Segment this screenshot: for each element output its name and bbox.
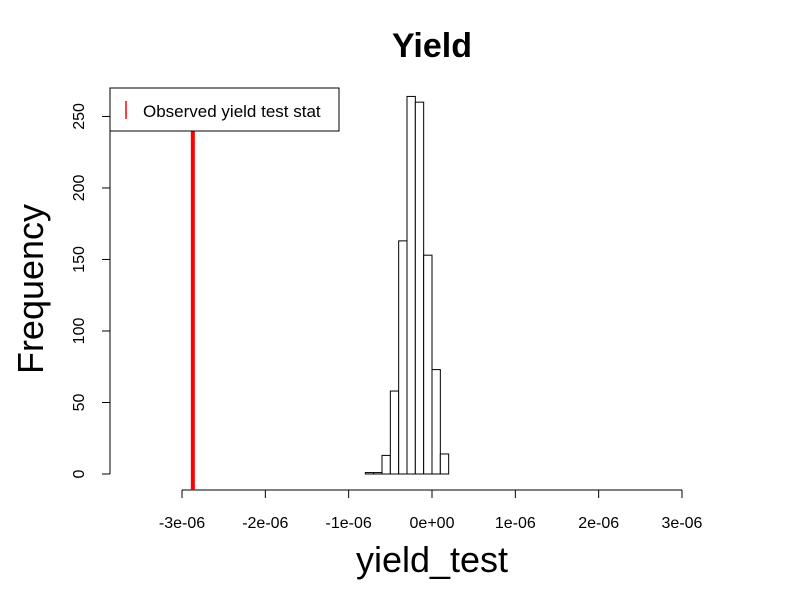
y-tick-label: 100 xyxy=(71,318,88,345)
y-tick-label: 0 xyxy=(71,469,88,478)
legend: Observed yield test stat xyxy=(109,87,340,132)
histogram-bar xyxy=(406,95,416,475)
x-tick-label: -3e-06 xyxy=(159,515,205,532)
histogram-bar xyxy=(439,453,450,475)
x-tick-label: -1e-06 xyxy=(326,515,372,532)
x-tick-label: -2e-06 xyxy=(242,515,288,532)
y-tick-label: 50 xyxy=(71,393,88,411)
histogram-bar xyxy=(398,240,408,475)
histogram-bar xyxy=(414,101,425,475)
x-axis: -3e-06 -2e-06 -1e-06 0e+00 1e-06 2e-06 3e-06 xyxy=(159,489,703,532)
y-tick-label: 150 xyxy=(71,246,88,273)
y-tick-label: 200 xyxy=(71,175,88,202)
y-axis: 0 50 100 150 200 250 xyxy=(71,103,111,478)
y-tick-label: 250 xyxy=(71,103,88,130)
x-tick-label: 0e+00 xyxy=(410,515,455,532)
x-tick-label: 2e-06 xyxy=(578,515,619,532)
x-tick-label: 1e-06 xyxy=(495,515,536,532)
histogram-bars xyxy=(364,95,450,475)
y-axis-title: Frequency xyxy=(10,204,51,374)
histogram-bar xyxy=(389,390,400,475)
legend-label: Observed yield test stat xyxy=(143,102,321,121)
histogram-bar xyxy=(431,369,441,475)
histogram-bar xyxy=(423,254,433,475)
histogram-bar xyxy=(373,472,383,475)
x-axis-title: yield_test xyxy=(356,539,508,580)
histogram-bar xyxy=(364,472,375,475)
legend-box xyxy=(109,87,340,132)
chart-title: Yield xyxy=(392,27,472,65)
x-tick-label: 3e-06 xyxy=(662,515,703,532)
histogram-bar xyxy=(381,454,391,475)
